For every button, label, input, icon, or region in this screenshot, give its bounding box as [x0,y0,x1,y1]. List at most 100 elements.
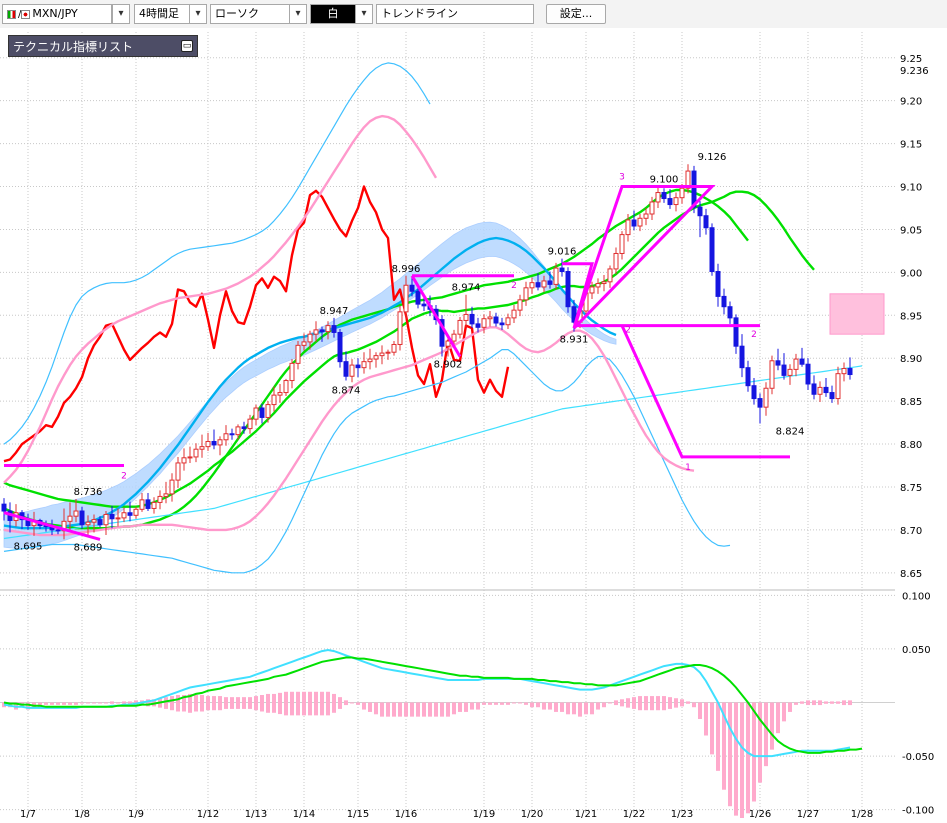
candle-up [463,313,469,321]
chart-background [0,28,947,823]
wave-label: 2 [751,330,757,340]
candle-up [235,426,241,436]
candle-down [565,271,571,308]
symbol-select[interactable]: / MXN/JPY [2,4,112,24]
candle-up [643,213,649,219]
y-axis-labels: 9.259.236 9.20 9.15 9.10 9.05 9.00 8.95 8.90 8.8… [900,54,934,817]
price-label: 8.931 [560,335,589,346]
line-bollinger-outer [3,349,731,574]
macd-histogram-bar [326,691,330,716]
symbol-dropdown-icon[interactable]: ▾ [112,4,130,24]
chart-style-select[interactable]: ローソク [210,4,290,24]
chart-area[interactable]: 1/7 1/8 1/9 1/12 1/13 1/14 1/15 1/16 1/19 1/20 1/2… [0,28,947,823]
x-tick-label: 1/8 [74,809,90,820]
macd-histogram-bar [362,702,366,710]
candle-up [517,299,523,311]
x-tick-label: 1/23 [671,809,693,820]
x-tick-label: 1/15 [347,809,369,820]
candle-up [133,508,139,516]
macd-histogram-bar [656,696,660,711]
drawing-tool-select[interactable]: トレンドライン [376,4,534,24]
price-labels: 8.695 8.736 8.689 8.947 8.874 8.996 8.974 8.902… [14,152,805,553]
macd-histogram-bar [800,701,804,704]
y-tick-label: 8.80 [900,440,922,451]
line-bollinger-outer [3,62,431,445]
macd-histogram-bar [200,695,204,712]
indicator-list-panel[interactable]: テクニカル指標リスト ▭ [8,35,198,57]
color-mode-dropdown-icon[interactable]: ▾ [355,4,373,24]
macd-histogram-bar [764,702,768,767]
x-tick-label: 1/21 [575,809,597,820]
macd-histogram-bar [572,702,576,715]
candle-up [73,510,79,517]
panel-collapse-icon[interactable]: ▭ [181,40,193,52]
macd-histogram-bar [662,696,666,711]
macd-histogram-bar [794,702,798,705]
macd-histogram-bar [500,702,504,705]
macd-histogram-bar [182,695,186,712]
candle-up [115,517,121,520]
macd-histogram-bar [338,697,342,709]
macd-histogram-bar [374,702,378,715]
candlesticks [1,164,853,540]
macd-histogram-bar [722,702,726,790]
macd-histogram-bar [116,702,120,704]
candle-up [157,495,163,503]
candle-down [493,316,499,324]
candle-up [637,217,643,227]
macd-histogram-bar [422,702,426,717]
macd-histogram-bar [236,697,240,709]
candle-up [679,187,685,199]
candle-up [385,351,391,354]
macd-histogram-bar [344,700,348,706]
macd-histogram-bar [626,698,630,708]
price-label: 9.126 [698,152,727,163]
macd-y-tick-label: 0.050 [902,645,931,656]
macd-y-tick-label: -0.050 [902,752,934,763]
candle-down [97,519,103,526]
candle-down [109,513,115,520]
macd-histogram-bar [590,702,594,715]
macd-histogram-bar [578,702,582,717]
candle-down [799,358,805,365]
candle-up [307,333,313,343]
macd-histogram-bar [74,702,78,705]
macd-histogram-bar [464,702,468,712]
grid-lines [0,32,895,815]
candle-down [781,364,787,376]
wave-label: 3 [619,173,625,183]
candle-down [667,198,673,206]
candle-up [817,386,823,395]
x-tick-label: 1/13 [245,809,267,820]
candle-up [295,344,301,364]
candle-down [757,398,763,408]
y-tick-label: 8.90 [900,354,922,365]
macd-histogram-bar [524,702,528,705]
toolbar: / MXN/JPY ▾ 4時間足 ▾ ローソク ▾ 白 ▾ トレンドライン 設定.… [0,0,947,29]
y-tick-label: 9.15 [900,140,922,151]
color-mode-select[interactable]: 白 [310,4,356,24]
candle-up [217,439,223,446]
candle-down [703,215,709,229]
timeframe-select[interactable]: 4時間足 [134,4,190,24]
timeframe-dropdown-icon[interactable]: ▾ [189,4,207,24]
macd-histogram-bar [818,700,822,706]
settings-button[interactable]: 設定... [546,4,606,24]
macd-histogram-bar [218,696,222,711]
trendlines[interactable]: 2 2 3 2 2 1 [3,173,790,541]
candle-down [733,317,739,347]
macd-y-tick-label: 0.100 [902,591,931,602]
candle-up [187,456,193,459]
trendline [562,185,716,330]
candle-down [337,331,343,363]
candle-down [739,345,745,369]
macd-histogram-bar [770,702,774,750]
macd-histogram-bar [284,691,288,716]
chart-style-dropdown-icon[interactable]: ▾ [289,4,307,24]
ichimoku-cloud [3,221,885,550]
candle-down [721,295,727,308]
price-label: 8.824 [776,426,805,437]
candle-up [655,192,661,203]
macd-histogram-bar [266,693,270,713]
macd-histogram-bar [110,701,114,704]
